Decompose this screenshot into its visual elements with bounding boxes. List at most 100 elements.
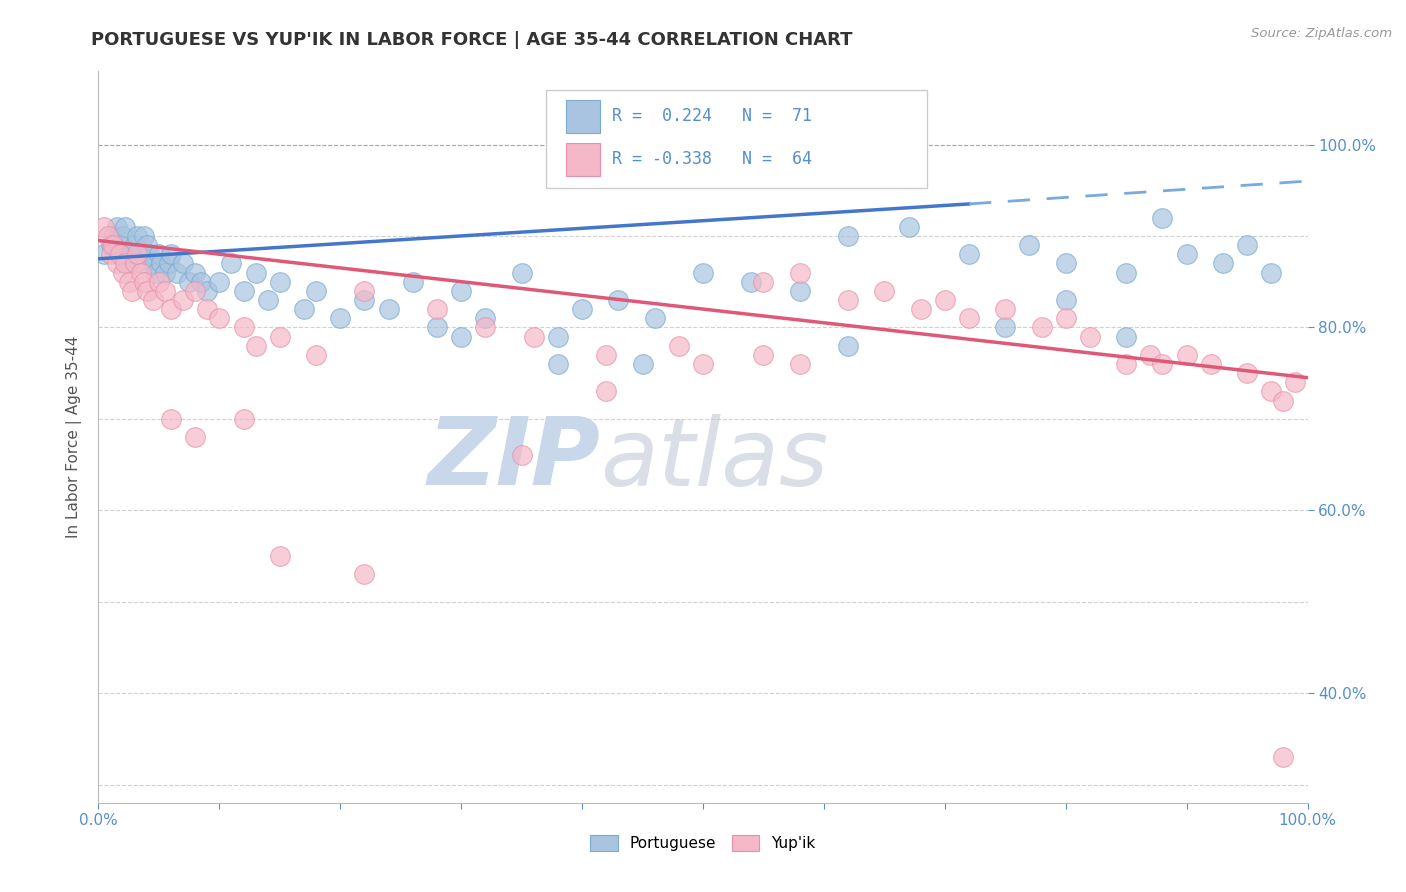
Point bbox=[1236, 238, 1258, 252]
Point bbox=[897, 219, 920, 234]
Point bbox=[1236, 366, 1258, 380]
Point bbox=[135, 284, 157, 298]
Point bbox=[994, 320, 1017, 334]
Point bbox=[245, 266, 267, 280]
Point bbox=[510, 448, 533, 462]
Point bbox=[668, 338, 690, 352]
Point bbox=[353, 293, 375, 307]
Point bbox=[353, 567, 375, 582]
Point bbox=[1260, 266, 1282, 280]
Point bbox=[269, 549, 291, 563]
Point bbox=[111, 266, 134, 280]
Point bbox=[377, 301, 399, 317]
Point bbox=[134, 228, 156, 243]
Point bbox=[595, 384, 617, 399]
Point bbox=[1115, 329, 1137, 343]
Point bbox=[450, 284, 472, 298]
Point bbox=[208, 275, 231, 289]
Point bbox=[93, 219, 115, 234]
Point bbox=[127, 228, 149, 243]
Point bbox=[1212, 256, 1234, 270]
Point bbox=[692, 357, 714, 371]
Point bbox=[1175, 247, 1198, 261]
Point bbox=[752, 275, 775, 289]
Legend: Portuguese, Yup'ik: Portuguese, Yup'ik bbox=[583, 830, 823, 857]
Point bbox=[107, 247, 129, 261]
Point bbox=[1152, 357, 1174, 371]
Point bbox=[353, 284, 375, 298]
Point bbox=[1054, 256, 1077, 270]
Point bbox=[114, 219, 136, 234]
Point bbox=[184, 266, 207, 280]
Point bbox=[547, 329, 569, 343]
Point bbox=[148, 275, 170, 289]
Point bbox=[232, 320, 254, 334]
Point bbox=[1175, 348, 1198, 362]
Point bbox=[426, 320, 449, 334]
Point bbox=[837, 293, 859, 307]
Point bbox=[172, 293, 194, 307]
Point bbox=[118, 256, 141, 270]
Point bbox=[910, 301, 932, 317]
Point bbox=[120, 247, 142, 261]
Text: atlas: atlas bbox=[600, 414, 828, 505]
Point bbox=[129, 266, 152, 280]
Point bbox=[145, 266, 167, 280]
Point bbox=[118, 275, 141, 289]
Point bbox=[474, 320, 496, 334]
Point bbox=[142, 256, 165, 270]
Point bbox=[93, 247, 115, 261]
Point bbox=[305, 284, 328, 298]
Point bbox=[232, 284, 254, 298]
Point bbox=[957, 247, 980, 261]
Point bbox=[100, 247, 122, 261]
Y-axis label: In Labor Force | Age 35-44: In Labor Force | Age 35-44 bbox=[66, 336, 83, 538]
Point bbox=[97, 228, 120, 243]
Point bbox=[166, 266, 188, 280]
Point bbox=[1260, 384, 1282, 399]
Point bbox=[1284, 376, 1306, 390]
Point bbox=[190, 275, 212, 289]
Point bbox=[100, 238, 122, 252]
Point bbox=[127, 247, 149, 261]
FancyBboxPatch shape bbox=[546, 90, 927, 188]
Text: Source: ZipAtlas.com: Source: ZipAtlas.com bbox=[1251, 27, 1392, 40]
Point bbox=[1139, 348, 1161, 362]
Point bbox=[184, 430, 207, 444]
Point bbox=[510, 266, 533, 280]
Point bbox=[789, 266, 811, 280]
Point bbox=[131, 256, 153, 270]
Text: R =  0.224   N =  71: R = 0.224 N = 71 bbox=[613, 107, 813, 125]
Point bbox=[124, 238, 146, 252]
Point bbox=[150, 256, 173, 270]
Point bbox=[124, 256, 146, 270]
Point bbox=[837, 338, 859, 352]
Point bbox=[644, 311, 666, 326]
Point bbox=[108, 247, 131, 261]
Point bbox=[789, 357, 811, 371]
Point bbox=[160, 412, 183, 426]
Point bbox=[873, 284, 896, 298]
Point bbox=[1031, 320, 1053, 334]
Point bbox=[148, 247, 170, 261]
Point bbox=[105, 219, 128, 234]
Point bbox=[114, 256, 136, 270]
Point bbox=[607, 293, 630, 307]
Point bbox=[121, 284, 143, 298]
Point bbox=[1199, 357, 1222, 371]
Point bbox=[105, 256, 128, 270]
Point bbox=[153, 284, 176, 298]
Point bbox=[292, 301, 315, 317]
Point bbox=[142, 293, 165, 307]
Point bbox=[994, 301, 1017, 317]
Text: ZIP: ZIP bbox=[427, 413, 600, 505]
Point bbox=[160, 301, 183, 317]
Point bbox=[153, 266, 176, 280]
Point bbox=[269, 275, 291, 289]
Point bbox=[221, 256, 243, 270]
Point bbox=[426, 301, 449, 317]
Point bbox=[752, 348, 775, 362]
Point bbox=[172, 256, 194, 270]
Point bbox=[547, 357, 569, 371]
Point bbox=[740, 275, 762, 289]
